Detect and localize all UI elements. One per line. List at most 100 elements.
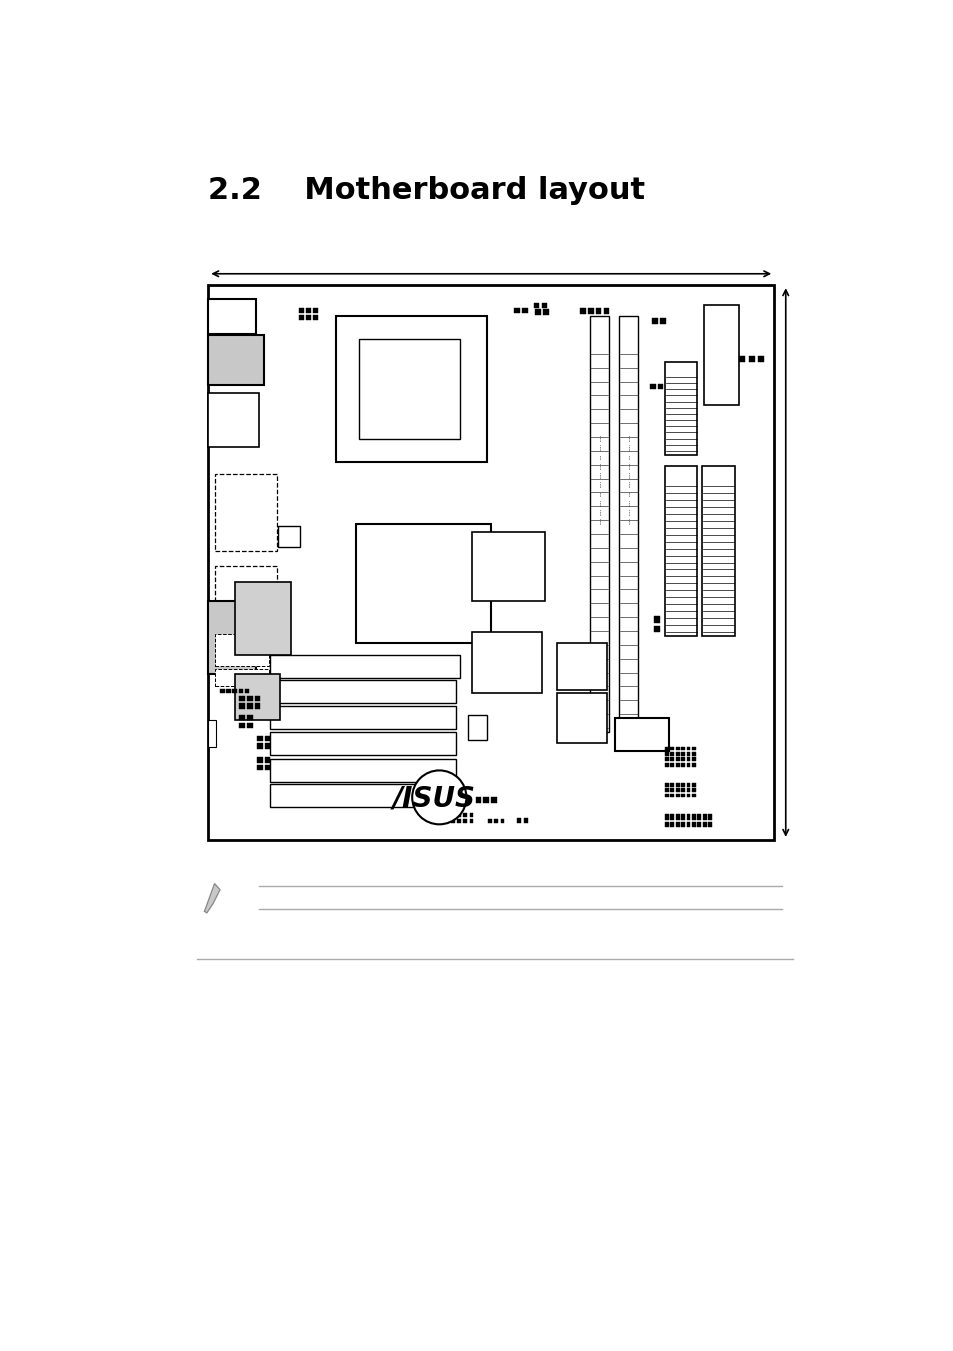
Bar [615, 719, 669, 751]
Bar [670, 815, 674, 820]
Bar [491, 797, 497, 802]
Bar [557, 693, 607, 743]
Bar [208, 285, 773, 840]
Bar [451, 813, 455, 816]
Circle shape [755, 353, 765, 363]
Bar [675, 815, 679, 820]
Bar [664, 793, 668, 797]
Bar [245, 689, 249, 693]
Bar [265, 758, 270, 763]
Bar [691, 782, 695, 786]
Bar [257, 736, 262, 742]
Bar [680, 763, 684, 766]
Bar [670, 763, 674, 766]
Bar [463, 819, 467, 823]
Bar [675, 763, 679, 766]
Bar [214, 474, 276, 551]
Bar [697, 821, 700, 827]
Bar [469, 819, 473, 823]
Bar [472, 532, 545, 601]
Bar [239, 715, 245, 720]
Bar [691, 821, 695, 827]
Bar [697, 815, 700, 820]
Bar [208, 335, 264, 385]
Bar [686, 763, 690, 766]
Bar [270, 680, 456, 703]
Bar [247, 704, 253, 709]
Polygon shape [204, 884, 220, 913]
Bar [270, 732, 456, 755]
Bar [680, 815, 684, 820]
Bar [707, 815, 711, 820]
Circle shape [412, 770, 466, 824]
Bar [298, 315, 303, 320]
Bar [239, 723, 245, 728]
Bar [691, 793, 695, 797]
Bar [686, 747, 690, 750]
Circle shape [760, 353, 773, 365]
Bar [670, 821, 674, 827]
Bar [675, 747, 679, 750]
Bar [680, 747, 684, 750]
Bar [664, 763, 668, 766]
Bar [247, 715, 253, 720]
Bar [226, 689, 231, 693]
Bar [239, 704, 245, 709]
Bar [208, 632, 217, 662]
Bar [707, 821, 711, 827]
Bar [500, 819, 504, 823]
Bar [691, 815, 695, 820]
Bar [686, 821, 690, 827]
Bar [691, 758, 695, 761]
Bar [208, 720, 216, 747]
Bar [278, 526, 299, 547]
Bar [214, 566, 276, 643]
Bar [239, 696, 245, 701]
Bar [680, 793, 684, 797]
Bar [664, 821, 668, 827]
Bar [359, 339, 459, 439]
Bar [654, 626, 659, 632]
Bar [670, 782, 674, 786]
Bar [675, 788, 679, 792]
Bar [270, 705, 456, 728]
Bar [658, 384, 662, 389]
Bar [654, 616, 659, 623]
Bar [557, 643, 607, 689]
Bar [265, 743, 270, 748]
Bar [270, 655, 459, 678]
Bar [469, 813, 473, 816]
Bar [664, 466, 697, 636]
Bar [702, 821, 706, 827]
Bar [670, 793, 674, 797]
Bar [691, 747, 695, 750]
Bar [208, 393, 258, 447]
Bar [675, 821, 679, 827]
Bar [313, 308, 317, 313]
Bar [670, 753, 674, 755]
Bar [463, 813, 467, 816]
Bar [214, 669, 269, 686]
Bar [739, 357, 744, 362]
Bar [686, 815, 690, 820]
Bar [257, 765, 262, 770]
Bar [235, 674, 280, 720]
Bar [691, 788, 695, 792]
Bar [235, 582, 291, 655]
Bar [703, 304, 739, 405]
Bar [675, 793, 679, 797]
Bar [680, 758, 684, 761]
Bar [214, 634, 269, 666]
Bar [670, 788, 674, 792]
Bar [686, 758, 690, 761]
Bar [579, 308, 585, 313]
Bar [444, 819, 448, 823]
Bar [686, 793, 690, 797]
Bar [521, 308, 527, 313]
Bar [335, 316, 487, 462]
Circle shape [395, 781, 405, 790]
Bar [494, 819, 497, 823]
Bar [306, 315, 311, 320]
Bar [542, 309, 548, 315]
Bar [701, 466, 734, 636]
